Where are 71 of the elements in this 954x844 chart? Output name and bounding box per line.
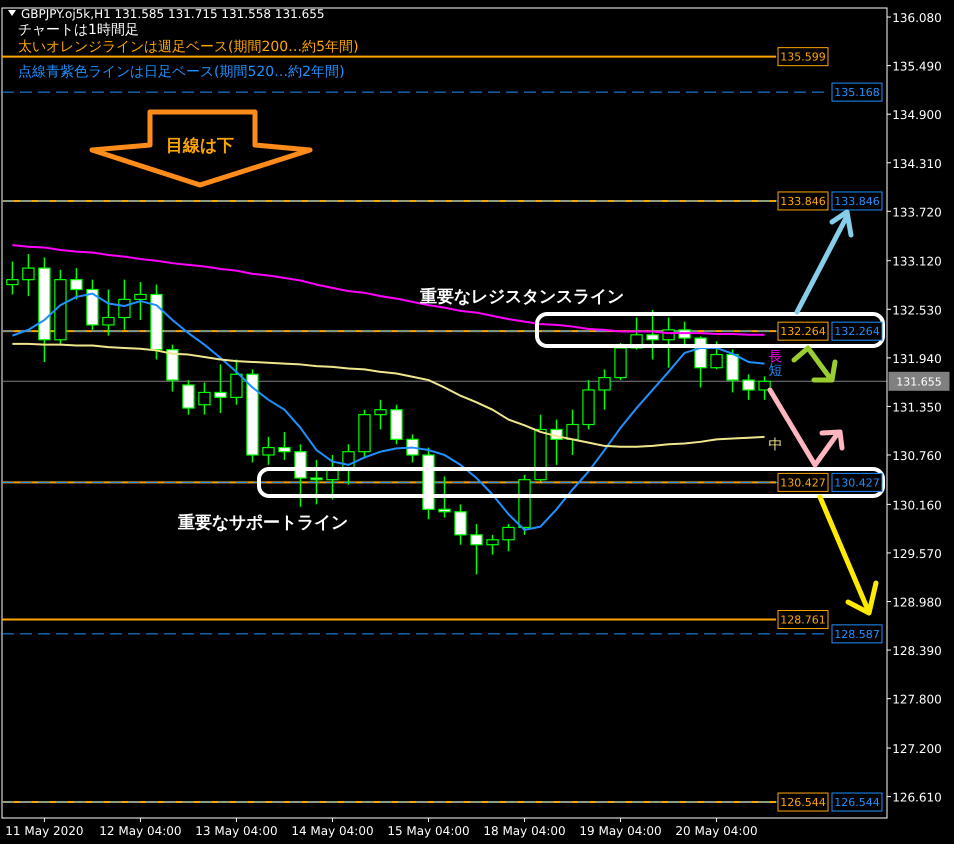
y-tick-label: 126.610 bbox=[892, 790, 942, 805]
candlestick bbox=[198, 382, 211, 416]
ref-line-label: 135.599 bbox=[780, 50, 826, 64]
annotation: 太いオレンジラインは週足ベース(期間200…約5年間) bbox=[18, 39, 359, 55]
y-tick-label: 130.160 bbox=[892, 498, 942, 512]
y-tick-label: 131.940 bbox=[892, 352, 942, 366]
annotation: 点線青紫色ラインは日足ベース(期間520…約2年間) bbox=[18, 64, 345, 80]
candlestick bbox=[230, 358, 243, 406]
y-tick-label: 129.570 bbox=[892, 546, 942, 561]
y-tick-label: 132.530 bbox=[892, 303, 942, 318]
annotation: 重要なサポートライン bbox=[177, 513, 348, 533]
y-tick-label: 131.350 bbox=[892, 400, 942, 414]
annotation: チャートは1時間足 bbox=[18, 22, 139, 38]
candlestick bbox=[710, 340, 723, 370]
ref-line-label: 128.587 bbox=[834, 628, 880, 641]
line-series bbox=[11, 342, 766, 448]
candlestick bbox=[6, 260, 19, 296]
y-tick-label: 133.720 bbox=[892, 205, 942, 220]
y-tick-label: 135.490 bbox=[892, 60, 942, 74]
y-tick-label: 127.800 bbox=[892, 692, 942, 707]
y-tick-label: 128.390 bbox=[892, 644, 942, 658]
y-tick-label: 127.200 bbox=[892, 742, 942, 756]
series-label: 中 bbox=[768, 436, 783, 453]
candlestick bbox=[310, 459, 323, 506]
candlestick bbox=[438, 476, 451, 518]
candlestick bbox=[502, 523, 515, 552]
ref-line-label: 128.761 bbox=[780, 614, 826, 627]
ref-line-label: 132.264 bbox=[780, 325, 826, 338]
candlestick bbox=[470, 523, 483, 576]
annotation: 重要なレジスタンスライン bbox=[419, 287, 624, 307]
candlestick bbox=[374, 399, 387, 430]
x-tick-label: 12 May 04:00 bbox=[99, 824, 182, 838]
y-tick-label: 133.120 bbox=[892, 254, 942, 269]
ref-line-label: 126.544 bbox=[834, 796, 880, 810]
candlestick bbox=[278, 431, 291, 461]
ref-line-label: 130.427 bbox=[834, 476, 880, 490]
y-tick-label: 128.980 bbox=[892, 596, 942, 610]
ref-line-label: 126.544 bbox=[780, 796, 826, 810]
candlestick bbox=[22, 253, 35, 297]
x-tick-label: 14 May 04:00 bbox=[291, 824, 374, 838]
ref-line-label: 130.427 bbox=[780, 476, 826, 490]
candlestick bbox=[262, 436, 275, 466]
y-tick-label: 130.760 bbox=[892, 448, 942, 463]
candlestick bbox=[182, 379, 195, 416]
ref-line-label: 132.264 bbox=[834, 325, 880, 338]
x-tick-label: 13 May 04:00 bbox=[195, 824, 278, 838]
candlestick bbox=[646, 309, 659, 360]
x-tick-label: 20 May 04:00 bbox=[675, 824, 758, 838]
candlestick bbox=[598, 368, 611, 410]
series-label: 短 bbox=[768, 362, 783, 379]
y-tick-label: 134.310 bbox=[892, 156, 942, 171]
chart-title: GBPJPY.oj5k,H1 131.585 131.715 131.558 131.655 bbox=[21, 7, 324, 21]
candlestick bbox=[758, 376, 771, 401]
y-tick-label: 134.900 bbox=[892, 108, 942, 122]
ref-line-label: 133.846 bbox=[834, 194, 880, 208]
candlestick bbox=[70, 267, 83, 300]
candlestick bbox=[102, 288, 115, 336]
candlestick bbox=[454, 504, 467, 546]
annotation: 目線は下 bbox=[166, 136, 234, 156]
candlestick bbox=[214, 364, 227, 414]
ref-line-label: 133.846 bbox=[780, 194, 826, 208]
candlestick bbox=[134, 281, 147, 321]
x-tick-label: 11 May 2020 bbox=[5, 824, 84, 838]
x-tick-label: 19 May 04:00 bbox=[579, 824, 662, 838]
ref-line-label: 135.168 bbox=[834, 86, 880, 100]
y-tick-label: 136.080 bbox=[892, 11, 942, 26]
ref-line-label: 131.655 bbox=[896, 375, 942, 388]
candlestick bbox=[742, 374, 755, 401]
x-tick-label: 18 May 04:00 bbox=[483, 824, 566, 838]
x-tick-label: 15 May 04:00 bbox=[387, 824, 470, 838]
candlestick bbox=[486, 534, 499, 556]
